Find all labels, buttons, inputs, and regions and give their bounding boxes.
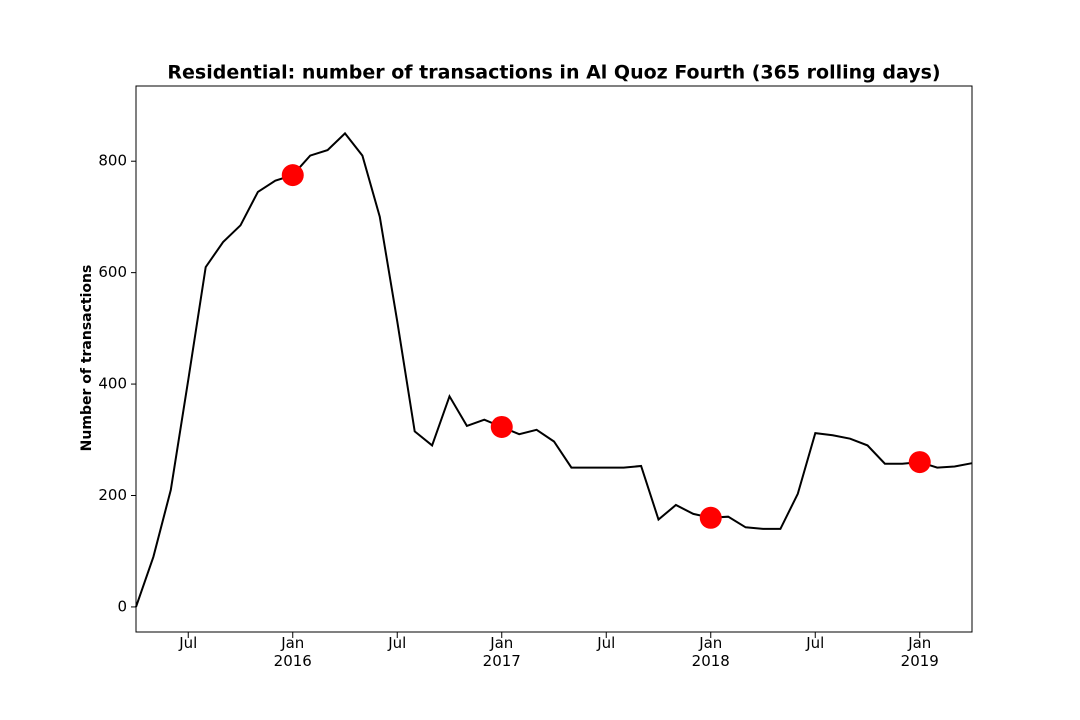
x-tick-label: Jan 2019 xyxy=(900,634,939,670)
chart-title: Residential: number of transactions in A… xyxy=(167,62,940,84)
x-tick-label: Jan 2018 xyxy=(691,634,730,670)
x-tick-label: Jul xyxy=(179,634,198,652)
line xyxy=(135,131,973,608)
y-tick-label: 800 xyxy=(98,152,127,170)
marker xyxy=(281,164,304,187)
marker xyxy=(699,506,722,529)
x-tick-label: Jul xyxy=(597,634,616,652)
x-tick-label: Jan 2017 xyxy=(482,634,521,670)
y-tick-label: 0 xyxy=(117,597,127,615)
plot-frame xyxy=(135,85,973,633)
x-tick-label: Jul xyxy=(806,634,825,652)
marker xyxy=(908,451,931,474)
y-tick-label: 600 xyxy=(98,263,127,281)
x-tick-label: Jan 2016 xyxy=(273,634,312,670)
y-tick-label: 400 xyxy=(98,375,127,393)
marker xyxy=(490,415,513,438)
y-tick-label: 200 xyxy=(98,486,127,504)
x-tick-label: Jul xyxy=(388,634,407,652)
y-axis-label: Number of transactions xyxy=(79,265,95,452)
